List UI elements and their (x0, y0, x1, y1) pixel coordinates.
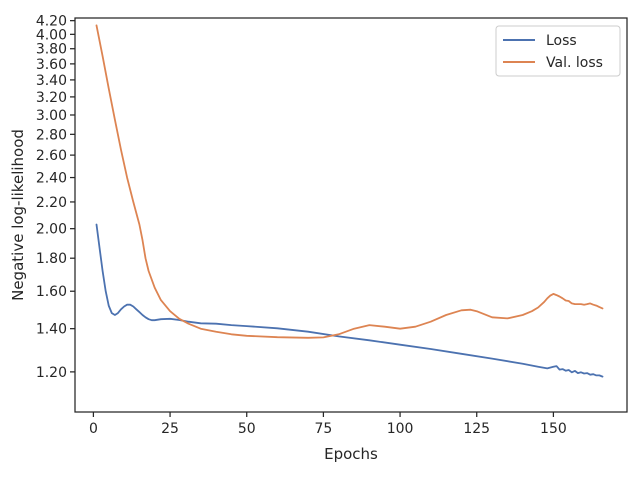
x-tick-label: 0 (89, 421, 98, 437)
x-axis: 0 25 50 75 100 125 150 (89, 412, 567, 437)
y-tick-label: 1.40 (36, 322, 67, 338)
y-tick-label: 2.00 (36, 222, 67, 238)
y-tick-label: 3.20 (36, 90, 67, 106)
y-tick-label: 1.20 (36, 365, 67, 381)
x-tick-label: 50 (238, 421, 256, 437)
series-line-val-loss (95, 24, 604, 339)
y-tick-label: 2.40 (36, 171, 67, 187)
x-tick-label: 25 (161, 421, 179, 437)
y-tick-label: 3.00 (36, 108, 67, 124)
x-tick-label: 150 (540, 421, 567, 437)
x-axis-label: Epochs (324, 445, 378, 463)
legend-label-loss: Loss (546, 33, 577, 49)
legend-box (495, 25, 621, 77)
legend-label-val-loss: Val. loss (546, 55, 603, 71)
y-tick-label: 1.80 (36, 251, 67, 267)
y-tick-label: 3.80 (36, 42, 67, 58)
plot-frame (74, 17, 628, 413)
y-tick-label: 3.60 (36, 57, 67, 73)
y-axis: 1.20 1.40 1.60 1.80 2.00 2.20 2.40 2.60 2.80 3.00… (36, 14, 75, 381)
y-tick-label: 2.60 (36, 148, 67, 164)
y-tick-label: 4.20 (36, 14, 67, 30)
x-tick-label: 125 (463, 421, 490, 437)
y-tick-label: 3.40 (36, 73, 67, 89)
plot-area (95, 24, 604, 378)
y-axis-label: Negative log-likelihood (9, 129, 27, 301)
y-tick-label: 2.80 (36, 127, 67, 143)
x-tick-label: 75 (314, 421, 332, 437)
y-tick-label: 2.20 (36, 195, 67, 211)
series-line-loss (95, 223, 604, 378)
y-tick-label: 1.60 (36, 284, 67, 300)
y-tick-label: 4.00 (36, 27, 67, 43)
legend: Loss Val. loss (495, 25, 621, 77)
x-tick-label: 100 (387, 421, 414, 437)
